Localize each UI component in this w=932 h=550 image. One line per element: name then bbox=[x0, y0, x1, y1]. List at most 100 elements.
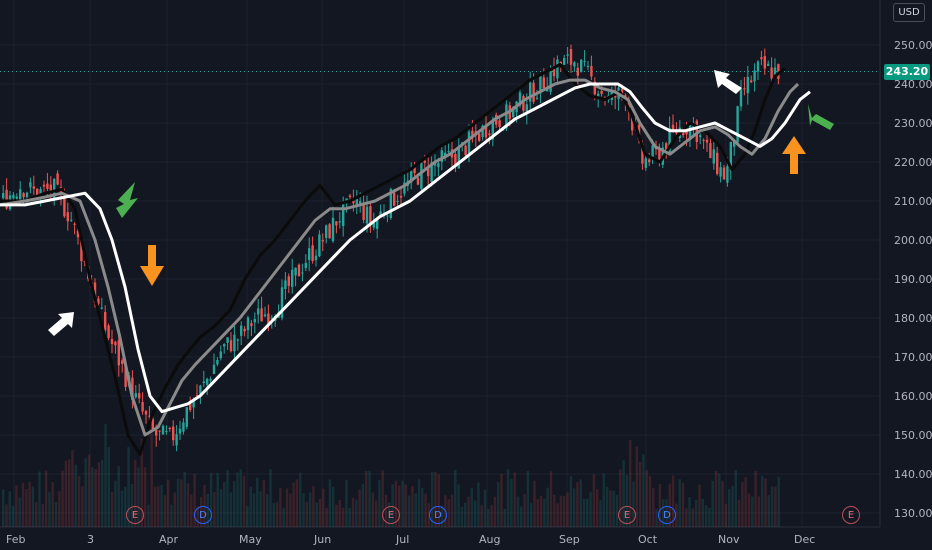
volume-bar bbox=[351, 497, 355, 527]
volume-bar bbox=[582, 498, 586, 527]
candle-body bbox=[644, 158, 647, 168]
candle-body bbox=[287, 276, 290, 287]
volume-bar bbox=[391, 484, 394, 527]
candle-body bbox=[535, 97, 539, 99]
candle-body bbox=[100, 307, 103, 309]
volume-bar bbox=[48, 492, 51, 527]
candle-body bbox=[49, 184, 52, 193]
volume-bar bbox=[530, 503, 533, 527]
candle-body bbox=[399, 195, 403, 198]
event-marker-earnings[interactable]: E bbox=[618, 506, 636, 524]
candle-body bbox=[104, 312, 107, 331]
volume-bar bbox=[374, 500, 378, 527]
x-tick-label: Sep bbox=[559, 533, 580, 546]
candle-body bbox=[39, 189, 42, 198]
volume-bar bbox=[143, 467, 147, 527]
candle-body bbox=[658, 149, 661, 163]
candle-body bbox=[705, 139, 709, 143]
volume-bar bbox=[747, 493, 751, 527]
candle-body bbox=[773, 67, 777, 76]
x-tick-label: May bbox=[239, 533, 262, 546]
candle-body bbox=[484, 124, 488, 138]
event-marker-earnings[interactable]: E bbox=[842, 506, 860, 524]
volume-bar bbox=[299, 472, 302, 527]
volume-bar bbox=[523, 494, 526, 527]
volume-bar bbox=[127, 447, 130, 527]
volume-bar bbox=[305, 501, 308, 527]
candle-body bbox=[563, 58, 566, 65]
candle-body bbox=[688, 123, 692, 140]
candle-body bbox=[376, 218, 379, 229]
volume-bar bbox=[477, 482, 480, 527]
candle-body bbox=[433, 162, 437, 166]
candle-body bbox=[76, 230, 80, 238]
x-tick-label: Jun bbox=[313, 533, 331, 546]
volume-bar bbox=[77, 476, 81, 527]
candle-body bbox=[695, 120, 698, 142]
candle-body bbox=[22, 193, 25, 198]
volume-bar bbox=[11, 505, 15, 527]
volume-bar bbox=[61, 470, 64, 527]
currency-badge[interactable]: USD bbox=[893, 3, 925, 22]
candle-body bbox=[216, 360, 219, 365]
candle-body bbox=[253, 319, 256, 323]
candle-body bbox=[168, 427, 171, 429]
volume-bar bbox=[266, 494, 269, 527]
event-marker-dividend[interactable]: D bbox=[429, 506, 447, 524]
volume-bar bbox=[721, 480, 724, 527]
volume-bar bbox=[5, 504, 8, 527]
candle-body bbox=[362, 202, 365, 220]
candle-body bbox=[505, 104, 508, 129]
volume-bar bbox=[242, 475, 246, 527]
candle-body bbox=[240, 325, 243, 336]
volume-bar bbox=[510, 478, 513, 527]
volume-bar bbox=[549, 471, 553, 527]
volume-bar bbox=[421, 487, 424, 527]
moving-average-mid bbox=[0, 78, 800, 437]
volume-bar bbox=[728, 488, 731, 527]
candle-body bbox=[342, 202, 345, 227]
volume-bar bbox=[335, 504, 338, 527]
candle-body bbox=[331, 217, 335, 242]
candle-body bbox=[600, 90, 603, 94]
candle-body bbox=[648, 159, 651, 163]
candle-body bbox=[743, 88, 746, 90]
candle-body bbox=[257, 308, 260, 315]
candle-body bbox=[304, 262, 307, 269]
volume-bar bbox=[427, 503, 431, 527]
event-marker-dividend[interactable]: D bbox=[194, 506, 212, 524]
candle-body bbox=[280, 287, 284, 318]
candle-body bbox=[263, 314, 267, 317]
candle-body bbox=[444, 152, 447, 156]
volume-bar bbox=[308, 492, 312, 527]
volume-bar bbox=[203, 484, 206, 527]
volume-bar bbox=[226, 470, 229, 527]
event-marker-dividend[interactable]: D bbox=[658, 506, 676, 524]
volume-bar bbox=[180, 479, 183, 527]
volume-bar bbox=[612, 490, 615, 527]
volume-bar bbox=[41, 504, 44, 527]
candle-body bbox=[338, 221, 341, 223]
volume-bar bbox=[543, 498, 546, 527]
volume-bar bbox=[526, 471, 530, 527]
volume-bar bbox=[318, 498, 322, 527]
event-marker-earnings[interactable]: E bbox=[126, 506, 144, 524]
candle-body bbox=[631, 115, 634, 131]
candle-body bbox=[573, 62, 576, 67]
volume-bar bbox=[58, 491, 61, 527]
moving-average-fast bbox=[0, 63, 786, 456]
candle-body bbox=[491, 119, 494, 140]
event-marker-earnings[interactable]: E bbox=[382, 506, 400, 524]
volume-bar bbox=[219, 489, 223, 527]
volume-bar bbox=[91, 467, 94, 527]
volume-bar bbox=[302, 493, 305, 527]
volume-bar bbox=[490, 505, 493, 527]
volume-bar bbox=[556, 503, 559, 527]
candle-body bbox=[172, 426, 175, 441]
volume-bar bbox=[589, 491, 592, 527]
candle-body bbox=[539, 73, 542, 94]
candle-body bbox=[379, 211, 382, 217]
candle-body bbox=[556, 59, 559, 79]
